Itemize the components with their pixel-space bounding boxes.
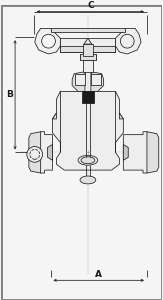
Ellipse shape — [81, 157, 95, 164]
Polygon shape — [123, 132, 149, 173]
Bar — [83, 44, 93, 56]
Polygon shape — [51, 28, 125, 32]
Polygon shape — [41, 32, 56, 50]
Text: B: B — [6, 90, 13, 99]
Polygon shape — [35, 28, 60, 54]
Polygon shape — [115, 28, 141, 54]
Ellipse shape — [78, 155, 98, 165]
Bar — [83, 60, 93, 72]
Polygon shape — [60, 46, 115, 52]
Ellipse shape — [80, 176, 96, 184]
Bar — [80, 54, 96, 60]
Polygon shape — [123, 145, 128, 160]
Polygon shape — [52, 92, 123, 170]
Polygon shape — [91, 72, 104, 92]
Text: A: A — [95, 270, 102, 279]
Polygon shape — [48, 145, 52, 160]
Polygon shape — [60, 38, 115, 52]
Polygon shape — [52, 113, 56, 119]
Polygon shape — [84, 38, 92, 44]
Polygon shape — [29, 132, 41, 173]
Polygon shape — [39, 132, 52, 173]
Text: C: C — [87, 1, 94, 10]
Bar — [91, 74, 101, 85]
Bar — [75, 74, 85, 85]
Bar — [82, 92, 94, 103]
Circle shape — [27, 146, 43, 162]
Polygon shape — [119, 113, 123, 119]
Polygon shape — [72, 72, 85, 92]
Polygon shape — [147, 132, 159, 173]
